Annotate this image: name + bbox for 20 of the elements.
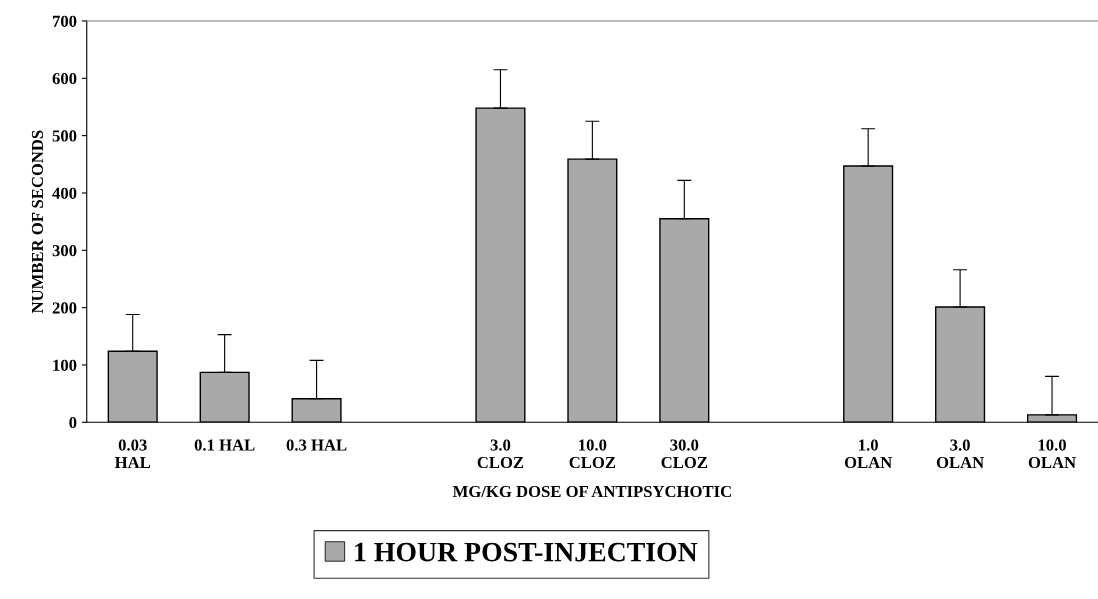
x-tick-label: 3.0 CLOZ bbox=[477, 439, 524, 469]
y-tick-label: 500 bbox=[52, 130, 77, 142]
x-axis-title: MG/KG DOSE OF ANTIPSYCHOTIC bbox=[452, 485, 731, 498]
y-tick-label: 200 bbox=[52, 302, 77, 314]
y-tick-label: 600 bbox=[52, 73, 77, 85]
x-tick-label: 10.0 OLAN bbox=[1028, 439, 1076, 469]
y-tick-label: 300 bbox=[52, 245, 77, 257]
x-tick-label: 3.0 OLAN bbox=[936, 439, 984, 469]
y-axis-title: NUMBER OF SECONDS bbox=[31, 130, 44, 314]
x-tick-label: 0.3 HAL bbox=[286, 439, 347, 451]
legend-label: 1 HOUR POST-INJECTION bbox=[355, 542, 698, 562]
x-tick-label: 10.0 CLOZ bbox=[569, 439, 616, 469]
y-tick-label: 0 bbox=[69, 416, 77, 429]
x-tick-label: 1.0 OLAN bbox=[844, 439, 893, 469]
x-tick-label: 30.0 CLOZ bbox=[661, 439, 708, 469]
y-tick-label: 700 bbox=[52, 15, 77, 27]
y-tick-label: 400 bbox=[52, 187, 77, 199]
y-tick-label: 100 bbox=[53, 359, 77, 371]
x-tick-label: 0.1 HAL bbox=[194, 439, 255, 451]
x-tick-label: 0.03 HAL bbox=[114, 439, 151, 468]
